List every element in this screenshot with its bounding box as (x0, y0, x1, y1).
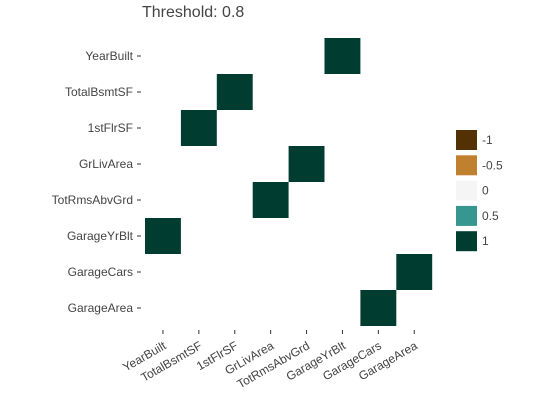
x-axis: YearBuiltTotalBsmtSF1stFlrSFGrLivAreaTot… (120, 330, 420, 391)
legend: -1 -0.5 0 0.5 1 (456, 130, 503, 252)
y-tick-label: TotalBsmtSF (65, 85, 133, 99)
chart-title: Threshold: 0.8 (142, 4, 244, 21)
heatmap-tiles (145, 38, 433, 326)
heatmap-tile (288, 146, 325, 182)
y-axis: YearBuilt TotalBsmtSF 1stFlrSF GrLivArea Tot… (52, 49, 141, 315)
heatmap-tile (396, 254, 433, 290)
y-tick-label: YearBuilt (85, 49, 133, 63)
y-tick-label: GarageYrBlt (67, 229, 134, 243)
y-tick-label: GarageArea (68, 301, 134, 315)
heatmap-tile (360, 290, 397, 326)
legend-label: 0.5 (482, 209, 499, 223)
legend-label: 0 (482, 184, 489, 198)
y-tick-label: GarageCars (68, 265, 133, 279)
legend-swatch (456, 155, 477, 176)
legend-swatch (456, 231, 477, 252)
legend-label: 1 (482, 234, 489, 248)
heatmap-tile (252, 182, 289, 218)
heatmap-tile (324, 38, 361, 74)
y-tick-label: TotRmsAbvGrd (52, 193, 133, 207)
heatmap-tile (216, 74, 253, 110)
legend-swatch (456, 130, 477, 150)
legend-label: -1 (482, 133, 493, 147)
y-tick-label: 1stFlrSF (88, 121, 133, 135)
legend-swatch (456, 180, 477, 201)
legend-label: -0.5 (482, 158, 503, 172)
legend-swatch (456, 205, 477, 226)
heatmap-tile (145, 218, 181, 254)
y-tick-label: GrLivArea (79, 157, 133, 171)
heatmap-tile (180, 110, 217, 146)
